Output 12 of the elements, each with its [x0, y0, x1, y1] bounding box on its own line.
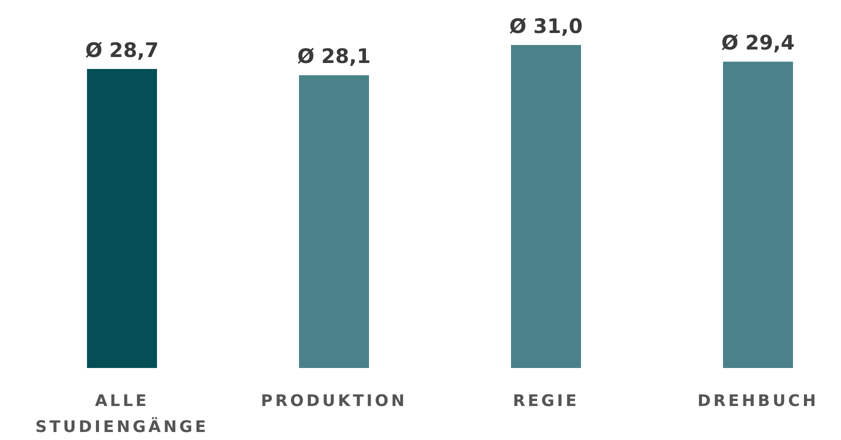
x-tick-label: REGIE — [512, 391, 580, 410]
bar — [511, 45, 581, 368]
x-tick-label: DREHBUCH — [697, 391, 819, 410]
data-label: Ø 29,4 — [721, 30, 795, 55]
bar — [87, 68, 157, 368]
data-label: Ø 28,1 — [297, 44, 371, 68]
data-label: Ø 28,7 — [85, 38, 159, 62]
x-tick-label: PRODUKTION — [260, 391, 408, 410]
x-tick-label: ALLE STUDIENGÄNGE — [35, 391, 209, 436]
bar — [299, 75, 369, 368]
data-label: Ø 31,0 — [509, 14, 583, 38]
bar — [723, 62, 793, 368]
